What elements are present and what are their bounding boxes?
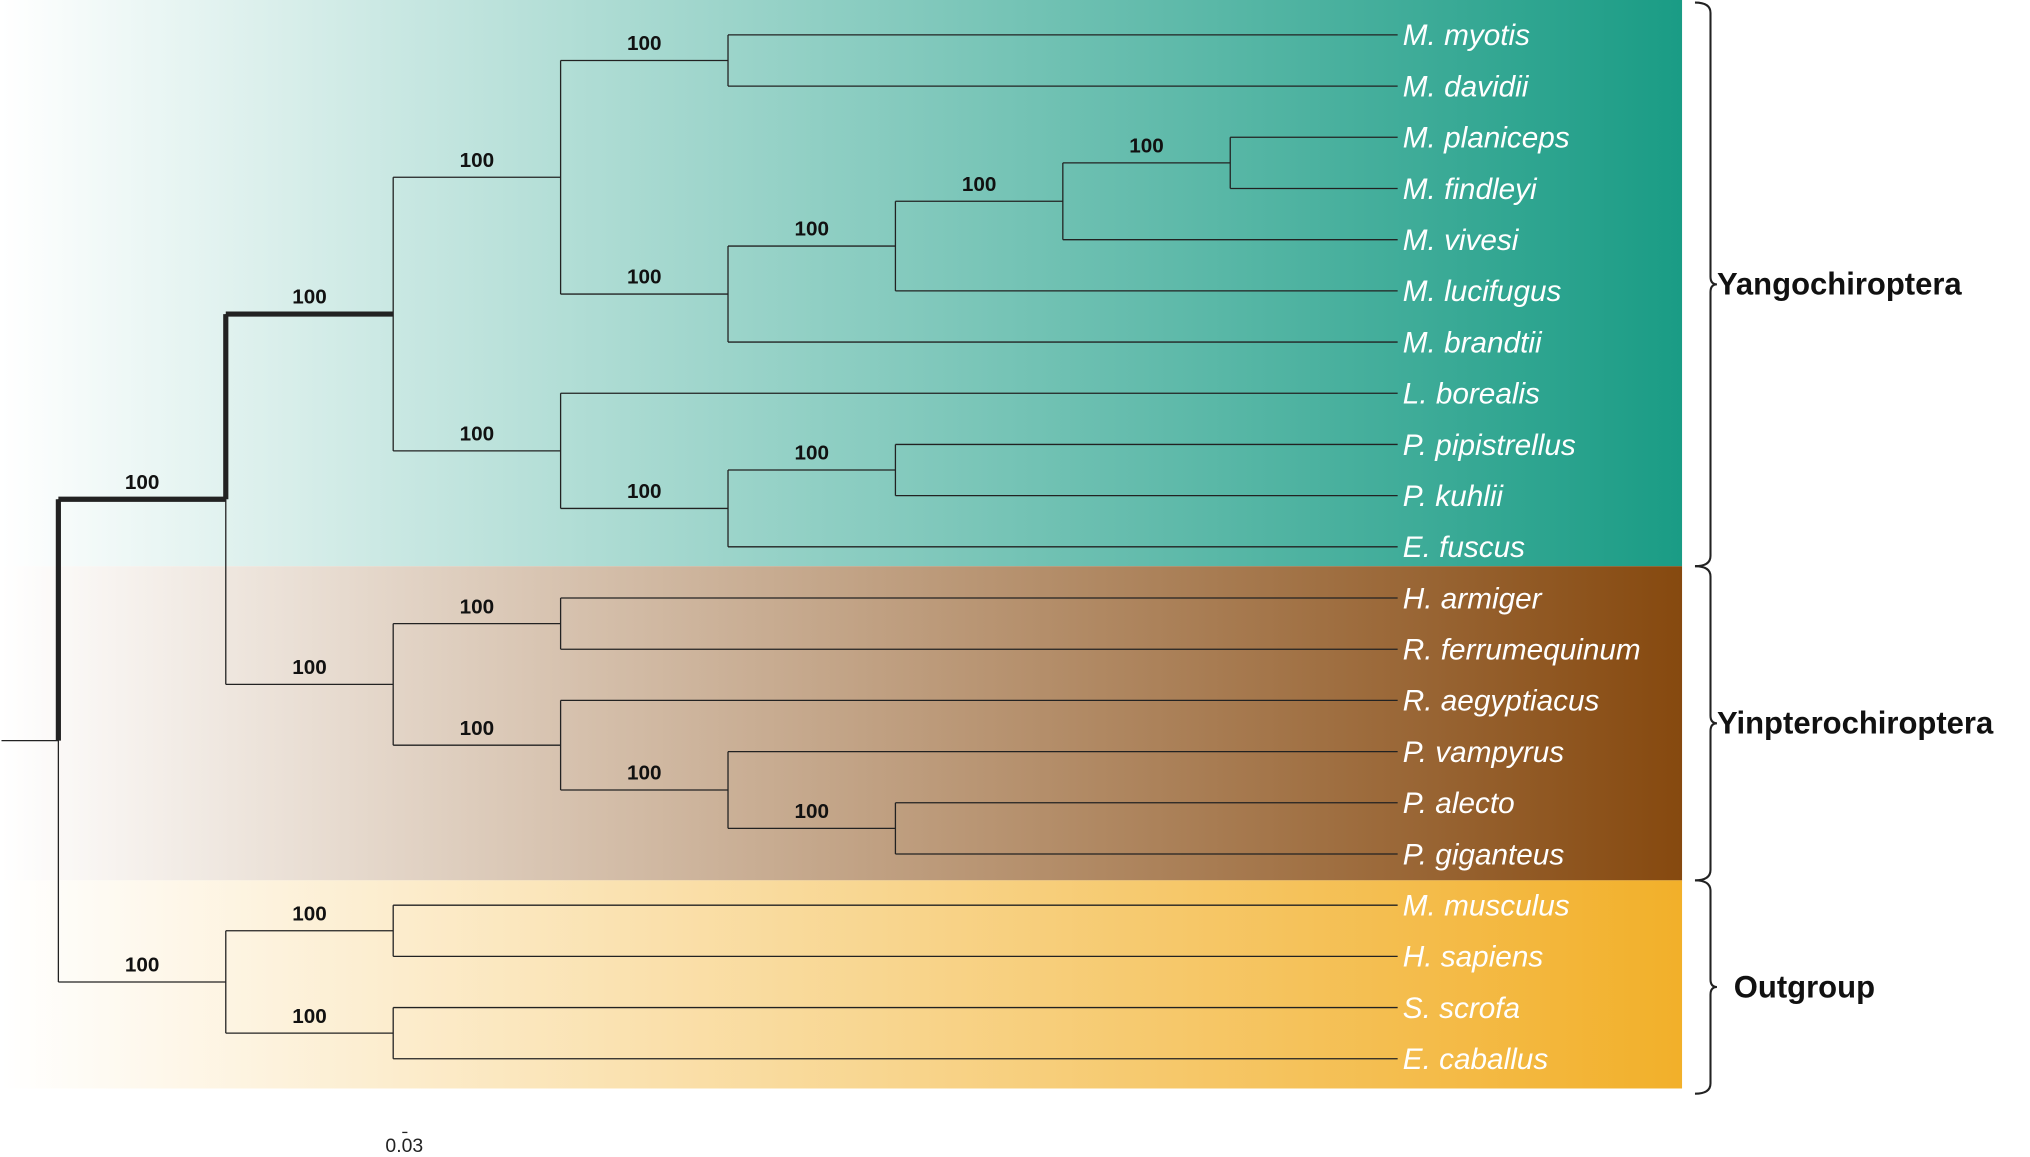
tip-labels: M. myotis M. davidii M. planiceps M. findle… xyxy=(1403,19,1641,1076)
support-value: 100 xyxy=(460,423,495,446)
tip-label: P. alecto xyxy=(1403,787,1515,820)
support-values: 100 100 100 100 100 100 100 100 100 100 100 100 100 1… xyxy=(125,32,1164,1028)
support-value: 100 xyxy=(125,954,160,977)
support-value: 100 xyxy=(794,218,829,241)
tip-label: H. sapiens xyxy=(1403,941,1544,974)
support-value: 100 xyxy=(627,480,662,503)
tip-label: M. lucifugus xyxy=(1403,275,1562,308)
tip-label: E. fuscus xyxy=(1403,531,1525,564)
support-value: 100 xyxy=(292,656,327,679)
group-brace xyxy=(1694,565,1718,882)
band-yango xyxy=(1,0,1683,567)
support-value: 100 xyxy=(627,762,662,785)
support-value: 100 xyxy=(794,800,829,823)
support-value: 100 xyxy=(1129,135,1164,158)
clade-background-bands xyxy=(1,0,1683,1089)
scale-bar: 0.03 xyxy=(385,1131,423,1157)
tip-label: M. planiceps xyxy=(1403,122,1570,155)
tip-label: M. davidii xyxy=(1403,70,1530,103)
band-outgroup xyxy=(1,880,1683,1089)
tip-label: E. caballus xyxy=(1403,1043,1549,1076)
support-value: 100 xyxy=(292,286,327,309)
support-value: 100 xyxy=(627,32,662,55)
tip-label: M. findleyi xyxy=(1403,173,1538,206)
tip-label: S. scrofa xyxy=(1403,992,1520,1025)
tip-label: R. aegyptiacus xyxy=(1403,685,1600,718)
tip-label: M. musculus xyxy=(1403,890,1570,923)
group-label: Yangochiroptera xyxy=(1717,267,1962,302)
tip-label: H. armiger xyxy=(1403,582,1543,615)
support-value: 100 xyxy=(292,1005,327,1028)
support-value: 100 xyxy=(627,266,662,289)
support-value: 100 xyxy=(460,717,495,740)
tip-label: M. brandtii xyxy=(1403,326,1543,359)
tip-label: P. giganteus xyxy=(1403,838,1565,871)
support-value: 100 xyxy=(125,471,160,494)
group-brace xyxy=(1694,879,1718,1095)
group-label: Outgroup xyxy=(1734,969,1875,1004)
tip-label: M. myotis xyxy=(1403,19,1530,52)
tip-label: P. kuhlii xyxy=(1403,480,1505,513)
tree-branches xyxy=(1,34,1398,1060)
support-value: 100 xyxy=(460,595,495,618)
tip-label: P. vampyrus xyxy=(1403,736,1564,769)
group-braces: Yangochiroptera Yinpterochiroptera Outgrou… xyxy=(1694,1,1994,1095)
support-value: 100 xyxy=(460,149,495,172)
tip-label: M. vivesi xyxy=(1403,224,1520,257)
tip-label: R. ferrumequinum xyxy=(1403,634,1641,667)
group-label: Yinpterochiroptera xyxy=(1717,706,1994,741)
support-value: 100 xyxy=(292,902,327,925)
tip-label: L. borealis xyxy=(1403,378,1540,411)
scale-bar-label: 0.03 xyxy=(385,1135,423,1157)
group-brace xyxy=(1694,1,1718,568)
support-value: 100 xyxy=(794,442,829,465)
support-value: 100 xyxy=(962,173,997,196)
tip-label: P. pipistrellus xyxy=(1403,429,1576,462)
